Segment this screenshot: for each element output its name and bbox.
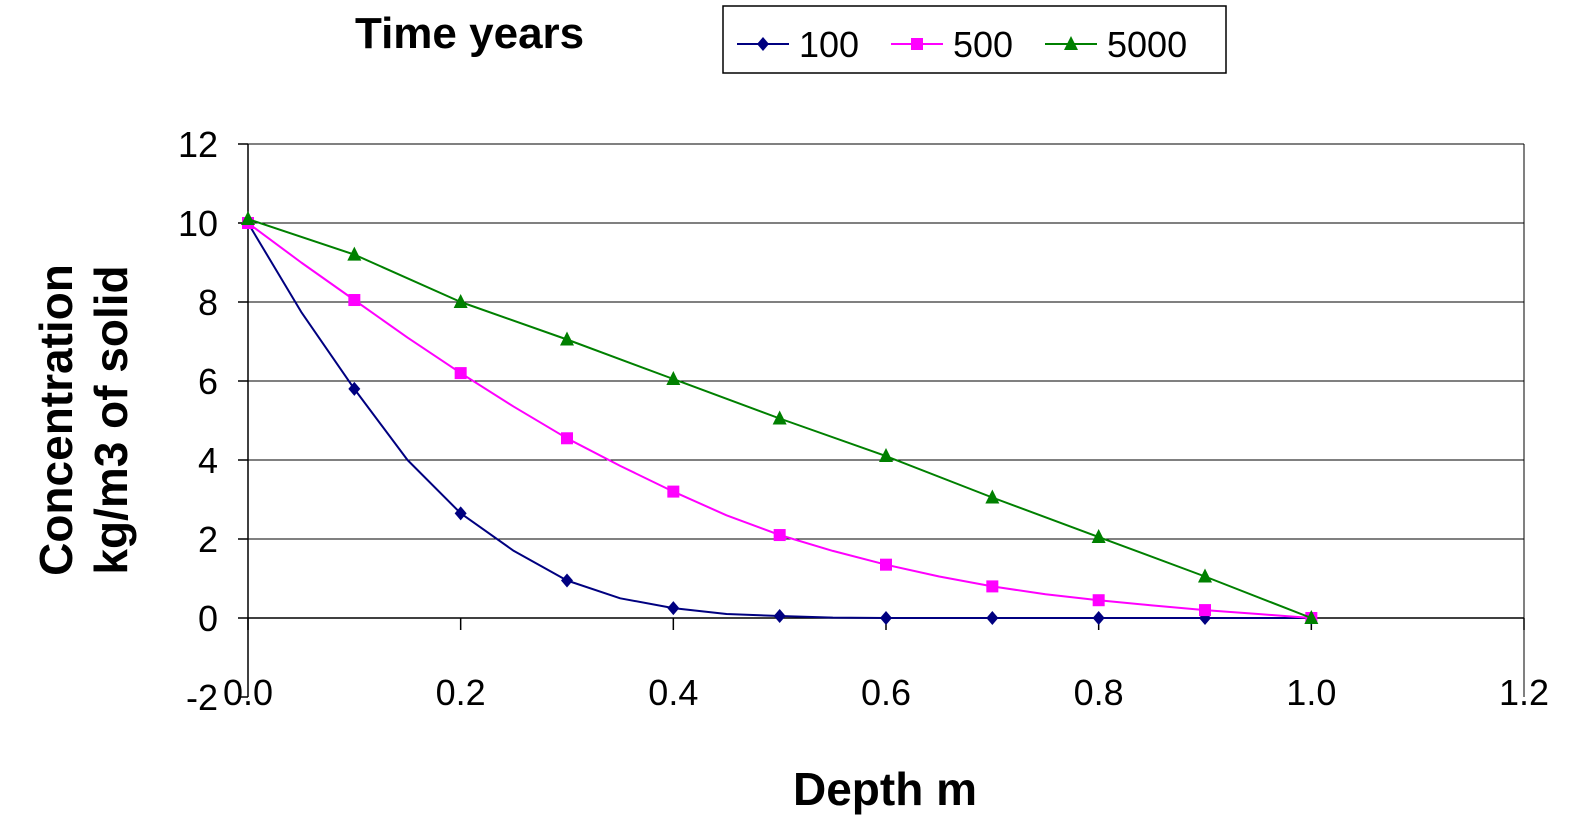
data-point-500 [454, 367, 467, 380]
series-100 [242, 216, 1318, 625]
data-point-100 [880, 611, 892, 625]
tick-labels: -2 0 2 4 6 8 10 12 0.0 0.2 0.4 0.6 0.8 1.0 1.2 [178, 124, 1549, 718]
x-tick-label: 1.0 [1286, 672, 1336, 713]
y-tick-label: 10 [178, 203, 218, 244]
data-point-5000 [453, 294, 468, 308]
data-point-5000 [985, 489, 1000, 504]
x-tick-label: 0.2 [436, 672, 486, 713]
y-axis-title-line-1: Concentration [30, 264, 82, 576]
data-point-500 [1199, 604, 1211, 617]
data-point-5000 [772, 410, 787, 425]
data-point-500 [773, 529, 786, 542]
data-point-5000 [1304, 610, 1319, 624]
data-point-100 [348, 381, 361, 396]
data-point-5000 [666, 371, 681, 386]
x-axis-title: Depth m [793, 763, 977, 815]
legend-marker [1064, 36, 1078, 50]
y-axis-title: Concentration kg/m3 of solid [30, 264, 137, 576]
legend-marker [911, 38, 923, 50]
data-point-5000 [347, 246, 362, 261]
data-point-500 [986, 580, 999, 593]
legend-marker [757, 37, 769, 51]
x-tick-label: 0.0 [223, 672, 273, 713]
legend-title: Time years [355, 9, 584, 58]
data-point-5000 [1091, 529, 1106, 544]
x-tick-label: 0.6 [861, 672, 911, 713]
x-tick-label: 0.8 [1074, 672, 1124, 713]
y-tick-label: 4 [198, 440, 218, 481]
data-point-500 [348, 294, 361, 307]
legend-item-5000: 5000 [1045, 24, 1187, 65]
legend-box [722, 5, 1227, 74]
legend-label: 100 [799, 24, 859, 65]
legend-label: 5000 [1107, 24, 1187, 65]
data-point-500 [880, 558, 892, 571]
legend: 100 500 5000 [722, 5, 1227, 74]
data-point-500 [561, 432, 573, 445]
legend-item-100: 100 [737, 24, 859, 65]
y-tick-label: 6 [198, 361, 218, 402]
data-point-5000 [241, 211, 255, 226]
y-tick-label: 8 [198, 282, 218, 323]
data-point-5000 [1198, 568, 1212, 583]
data-point-500 [1092, 594, 1105, 607]
series-group [241, 211, 1319, 625]
data-point-5000 [560, 331, 574, 346]
y-tick-label: 12 [178, 124, 218, 165]
x-tick-label: 1.2 [1499, 672, 1549, 713]
x-tick-label: 0.4 [648, 672, 698, 713]
y-tick-label: 2 [198, 519, 218, 560]
legend-item-500: 500 [891, 24, 1013, 65]
data-point-100 [667, 601, 680, 616]
data-point-100 [773, 609, 786, 624]
data-point-500 [667, 485, 680, 498]
series-500 [242, 217, 1318, 624]
data-point-100 [1092, 611, 1105, 625]
y-tick-label: 0 [198, 598, 218, 639]
y-axis-title-line-2: kg/m3 of solid [85, 265, 137, 574]
series-5000 [241, 211, 1319, 624]
data-point-5000 [879, 448, 893, 463]
y-tick-label: -2 [186, 677, 218, 718]
axes [238, 143, 1525, 698]
data-point-100 [454, 506, 467, 521]
data-point-100 [561, 573, 573, 588]
legend-label: 500 [953, 24, 1013, 65]
data-point-100 [986, 611, 999, 625]
